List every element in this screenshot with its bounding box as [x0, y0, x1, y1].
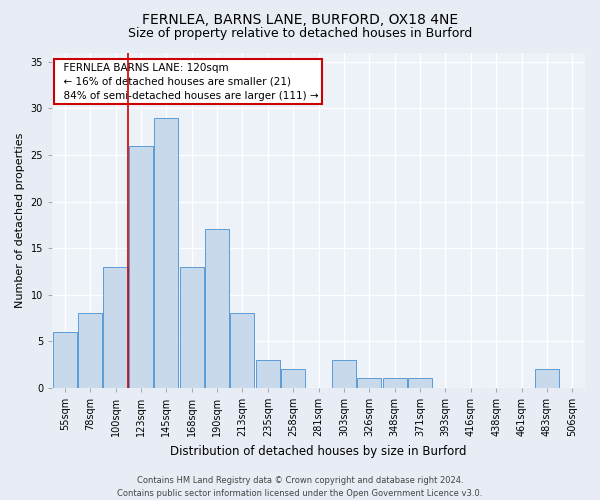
Bar	[129, 146, 153, 388]
Bar	[205, 230, 229, 388]
Bar	[103, 266, 128, 388]
Text: FERNLEA, BARNS LANE, BURFORD, OX18 4NE: FERNLEA, BARNS LANE, BURFORD, OX18 4NE	[142, 12, 458, 26]
Bar	[357, 378, 382, 388]
Bar	[332, 360, 356, 388]
Bar	[154, 118, 178, 388]
Bar	[179, 266, 204, 388]
Bar	[53, 332, 77, 388]
Bar	[230, 314, 254, 388]
Bar	[78, 314, 102, 388]
Bar	[383, 378, 407, 388]
Bar	[281, 369, 305, 388]
Text: Contains HM Land Registry data © Crown copyright and database right 2024.
Contai: Contains HM Land Registry data © Crown c…	[118, 476, 482, 498]
Bar	[256, 360, 280, 388]
Text: Size of property relative to detached houses in Burford: Size of property relative to detached ho…	[128, 28, 472, 40]
X-axis label: Distribution of detached houses by size in Burford: Distribution of detached houses by size …	[170, 444, 467, 458]
Text: FERNLEA BARNS LANE: 120sqm
  ← 16% of detached houses are smaller (21)
  84% of : FERNLEA BARNS LANE: 120sqm ← 16% of deta…	[58, 62, 319, 100]
Y-axis label: Number of detached properties: Number of detached properties	[15, 132, 25, 308]
Bar	[408, 378, 432, 388]
Bar	[535, 369, 559, 388]
